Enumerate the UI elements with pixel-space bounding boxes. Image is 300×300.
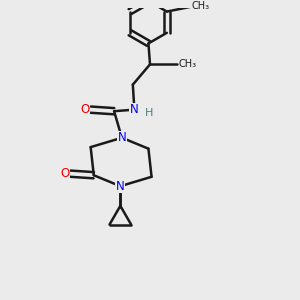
Text: H: H bbox=[145, 108, 154, 118]
Text: O: O bbox=[80, 103, 90, 116]
Text: N: N bbox=[116, 180, 125, 193]
Text: N: N bbox=[130, 103, 139, 116]
Text: N: N bbox=[118, 131, 126, 144]
Text: CH₃: CH₃ bbox=[192, 1, 210, 11]
Text: O: O bbox=[60, 167, 69, 180]
Text: CH₃: CH₃ bbox=[178, 59, 196, 69]
